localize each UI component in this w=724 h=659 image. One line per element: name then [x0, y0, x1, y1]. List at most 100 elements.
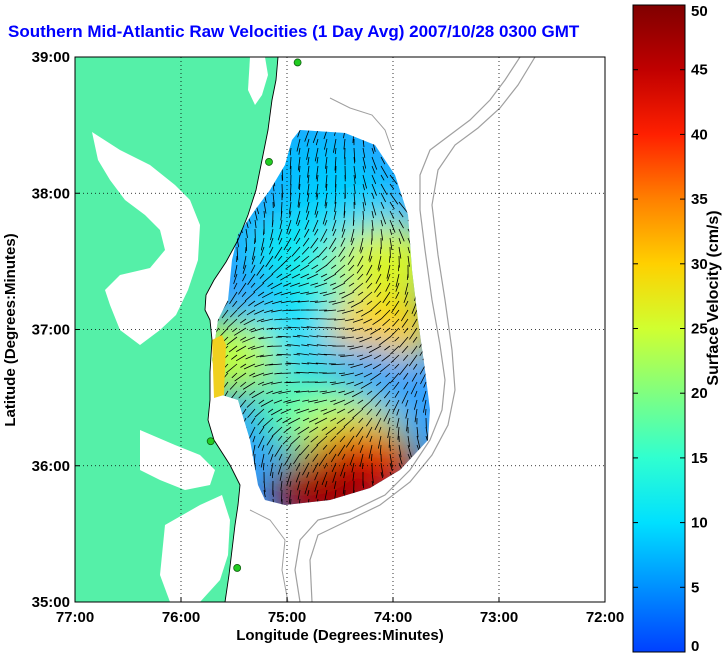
- velocity-vector: [389, 462, 393, 472]
- velocity-vector: [297, 130, 301, 138]
- velocity-vector: [352, 219, 355, 227]
- velocity-vector: [271, 219, 274, 228]
- velocity-vector: [301, 255, 310, 263]
- velocity-vector: [229, 291, 238, 305]
- velocity-vector: [293, 453, 301, 465]
- velocity-vector: [317, 246, 328, 258]
- velocity-vector: [290, 282, 301, 287]
- velocity-vector: [241, 291, 247, 297]
- velocity-vector: [279, 219, 283, 230]
- velocity-vector: [301, 246, 310, 255]
- velocity-vector: [361, 399, 373, 410]
- velocity-vector: [339, 435, 346, 443]
- velocity-vector: [286, 219, 292, 234]
- velocity-vector: [307, 399, 319, 403]
- velocity-vector: [257, 417, 265, 426]
- velocity-vector: [333, 480, 337, 489]
- velocity-vector: [323, 138, 328, 150]
- velocity-vector: [425, 426, 429, 441]
- velocity-vector: [358, 435, 364, 445]
- velocity-vector: [366, 426, 373, 438]
- velocity-vector: [243, 318, 256, 326]
- velocity-vector: [403, 381, 409, 390]
- velocity-vector: [350, 444, 355, 452]
- radar-site-marker: [265, 158, 273, 166]
- velocity-vector: [289, 210, 292, 218]
- velocity-vector: [316, 335, 328, 338]
- velocity-vector: [232, 300, 238, 308]
- velocity-vector: [314, 300, 328, 303]
- velocity-vector: [401, 345, 409, 354]
- velocity-vector: [286, 362, 301, 365]
- velocity-vector: [404, 282, 409, 295]
- velocity-vector: [252, 444, 256, 457]
- velocity-vector: [259, 255, 265, 265]
- velocity-vector: [369, 435, 373, 443]
- velocity-vector: [247, 408, 256, 418]
- velocity-vector: [388, 435, 391, 448]
- velocity-vector: [394, 363, 400, 369]
- velocity-vector: [412, 336, 418, 343]
- velocity-vector: [371, 210, 374, 219]
- velocity-vector: [267, 282, 274, 288]
- velocity-vector: [366, 390, 373, 395]
- velocity-vector: [379, 246, 382, 254]
- velocity-vector: [341, 336, 355, 339]
- velocity-vector: [364, 327, 373, 332]
- velocity-vector: [380, 381, 391, 392]
- pamlico-sound: [160, 495, 230, 602]
- velocity-vector: [350, 300, 364, 308]
- velocity-vector: [260, 237, 265, 251]
- velocity-vector: [236, 237, 240, 248]
- velocity-vector: [381, 354, 391, 362]
- velocity-vector: [368, 246, 373, 261]
- velocity-vector: [233, 327, 247, 336]
- velocity-vector: [333, 210, 337, 220]
- velocity-vector: [371, 201, 377, 216]
- velocity-vector: [341, 453, 346, 460]
- velocity-vector: [385, 282, 391, 292]
- velocity-vector: [234, 264, 238, 278]
- velocity-vector: [294, 408, 301, 412]
- velocity-region: [274, 455, 385, 505]
- velocity-vector: [390, 354, 400, 364]
- colorbar-tick-label: 30: [691, 256, 708, 273]
- velocity-vector: [260, 453, 265, 468]
- velocity-vector: [339, 255, 346, 262]
- velocity-vector: [302, 237, 310, 247]
- velocity-vector: [247, 345, 256, 350]
- velocity-vector: [395, 273, 400, 288]
- velocity-vector: [271, 309, 283, 313]
- velocity-vector: [316, 174, 319, 182]
- velocity-vector: [423, 381, 427, 388]
- velocity-vector: [256, 318, 265, 322]
- y-tick-label: 37:00: [32, 322, 70, 339]
- delaware-bay: [248, 57, 268, 105]
- velocity-vector: [325, 174, 328, 188]
- y-tick-label: 36:00: [32, 458, 70, 475]
- velocity-vector: [414, 390, 418, 398]
- velocity-vector: [235, 354, 247, 362]
- velocity-vector: [334, 156, 337, 171]
- velocity-vector: [396, 417, 400, 429]
- velocity-vector: [291, 273, 301, 279]
- velocity-vector: [320, 408, 328, 412]
- velocity-vector: [349, 453, 355, 466]
- velocity-vector: [322, 444, 328, 450]
- y-tick-label: 39:00: [32, 49, 70, 66]
- velocity-vector: [263, 201, 267, 214]
- velocity-vector: [298, 165, 301, 173]
- velocity-vector: [385, 399, 391, 407]
- velocity-vector: [229, 381, 238, 390]
- velocity-vector: [263, 210, 266, 218]
- velocity-vector: [356, 354, 364, 357]
- velocity-vector: [362, 201, 365, 212]
- velocity-vector: [331, 462, 337, 473]
- colorbar-tick-label: 5: [691, 579, 699, 596]
- velocity-vector: [382, 291, 391, 304]
- velocity-vector: [258, 336, 265, 339]
- x-tick-label: 73:00: [480, 609, 518, 626]
- x-tick-label: 77:00: [56, 609, 94, 626]
- velocity-vector: [411, 318, 418, 328]
